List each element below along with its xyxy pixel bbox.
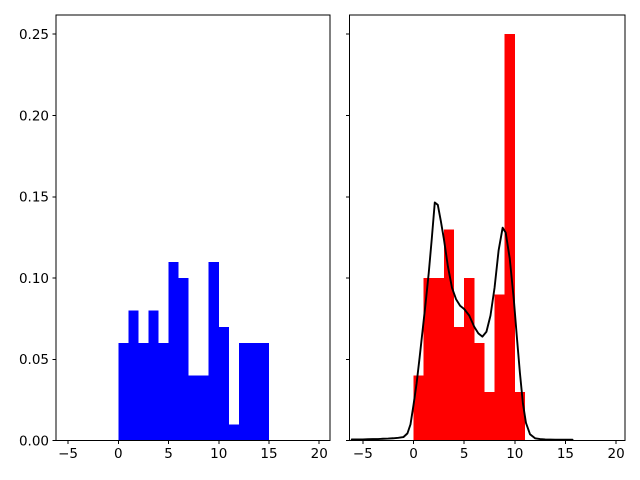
histogram-bar bbox=[128, 310, 139, 441]
x-tick-label: 10 bbox=[210, 446, 227, 462]
y-tick-label: 0.05 bbox=[19, 352, 49, 368]
right-histogram-kde-axes: −5 0 5 10 15 20 bbox=[345, 14, 626, 462]
kde-curve bbox=[350, 201, 574, 441]
histogram-bar bbox=[443, 229, 455, 441]
histogram-bar bbox=[198, 375, 209, 441]
histogram-bar bbox=[158, 343, 169, 441]
x-tick-label: 15 bbox=[260, 446, 277, 462]
histogram-bar bbox=[248, 343, 259, 441]
x-tick-label: 10 bbox=[506, 446, 523, 462]
histogram-bar bbox=[218, 326, 229, 441]
histogram-bar bbox=[148, 310, 159, 441]
histogram-bar bbox=[454, 326, 465, 441]
x-tick-label: 15 bbox=[557, 446, 574, 462]
x-tick-label: 5 bbox=[164, 446, 173, 462]
plot-area bbox=[349, 15, 625, 441]
x-tick-label: 20 bbox=[311, 446, 328, 462]
axes-spines bbox=[348, 14, 626, 442]
histogram-bar bbox=[423, 278, 434, 441]
x-tick-label: −5 bbox=[353, 446, 373, 462]
left-histogram-axes: −5 0 5 10 15 20 0.00 0.05 0.10 0.15 0.20 0.25 bbox=[19, 14, 331, 462]
x-tick-label: 20 bbox=[607, 446, 624, 462]
histogram-bar bbox=[188, 375, 199, 441]
x-tick-label: 0 bbox=[409, 446, 418, 462]
histogram-bar bbox=[118, 343, 129, 441]
histogram-bar bbox=[484, 391, 495, 441]
y-tick-label: 0.00 bbox=[19, 434, 49, 450]
histogram-bar bbox=[494, 294, 505, 441]
histogram-bar bbox=[228, 424, 239, 441]
histogram-bar bbox=[474, 343, 485, 441]
y-tick-label: 0.20 bbox=[19, 108, 49, 124]
histogram-bar bbox=[413, 375, 424, 441]
axes-spines bbox=[55, 14, 331, 442]
histogram-bar bbox=[433, 278, 444, 441]
x-tick-label: 0 bbox=[114, 446, 123, 462]
histogram-bar bbox=[168, 261, 179, 441]
histogram-bar bbox=[464, 278, 475, 441]
histogram-bar bbox=[208, 261, 219, 441]
x-tick-label: 5 bbox=[460, 446, 469, 462]
y-tick-label: 0.15 bbox=[19, 190, 49, 206]
histogram-bar bbox=[238, 343, 249, 441]
histogram-bar bbox=[178, 278, 189, 441]
histogram-bar bbox=[258, 343, 270, 441]
x-tick-label: −5 bbox=[58, 446, 78, 462]
y-tick-label: 0.25 bbox=[19, 27, 49, 43]
histogram-bar bbox=[504, 34, 515, 441]
histogram-bar bbox=[514, 391, 525, 441]
y-tick-label: 0.10 bbox=[19, 271, 49, 287]
plot-area bbox=[56, 15, 330, 441]
histogram-bar bbox=[138, 343, 149, 441]
